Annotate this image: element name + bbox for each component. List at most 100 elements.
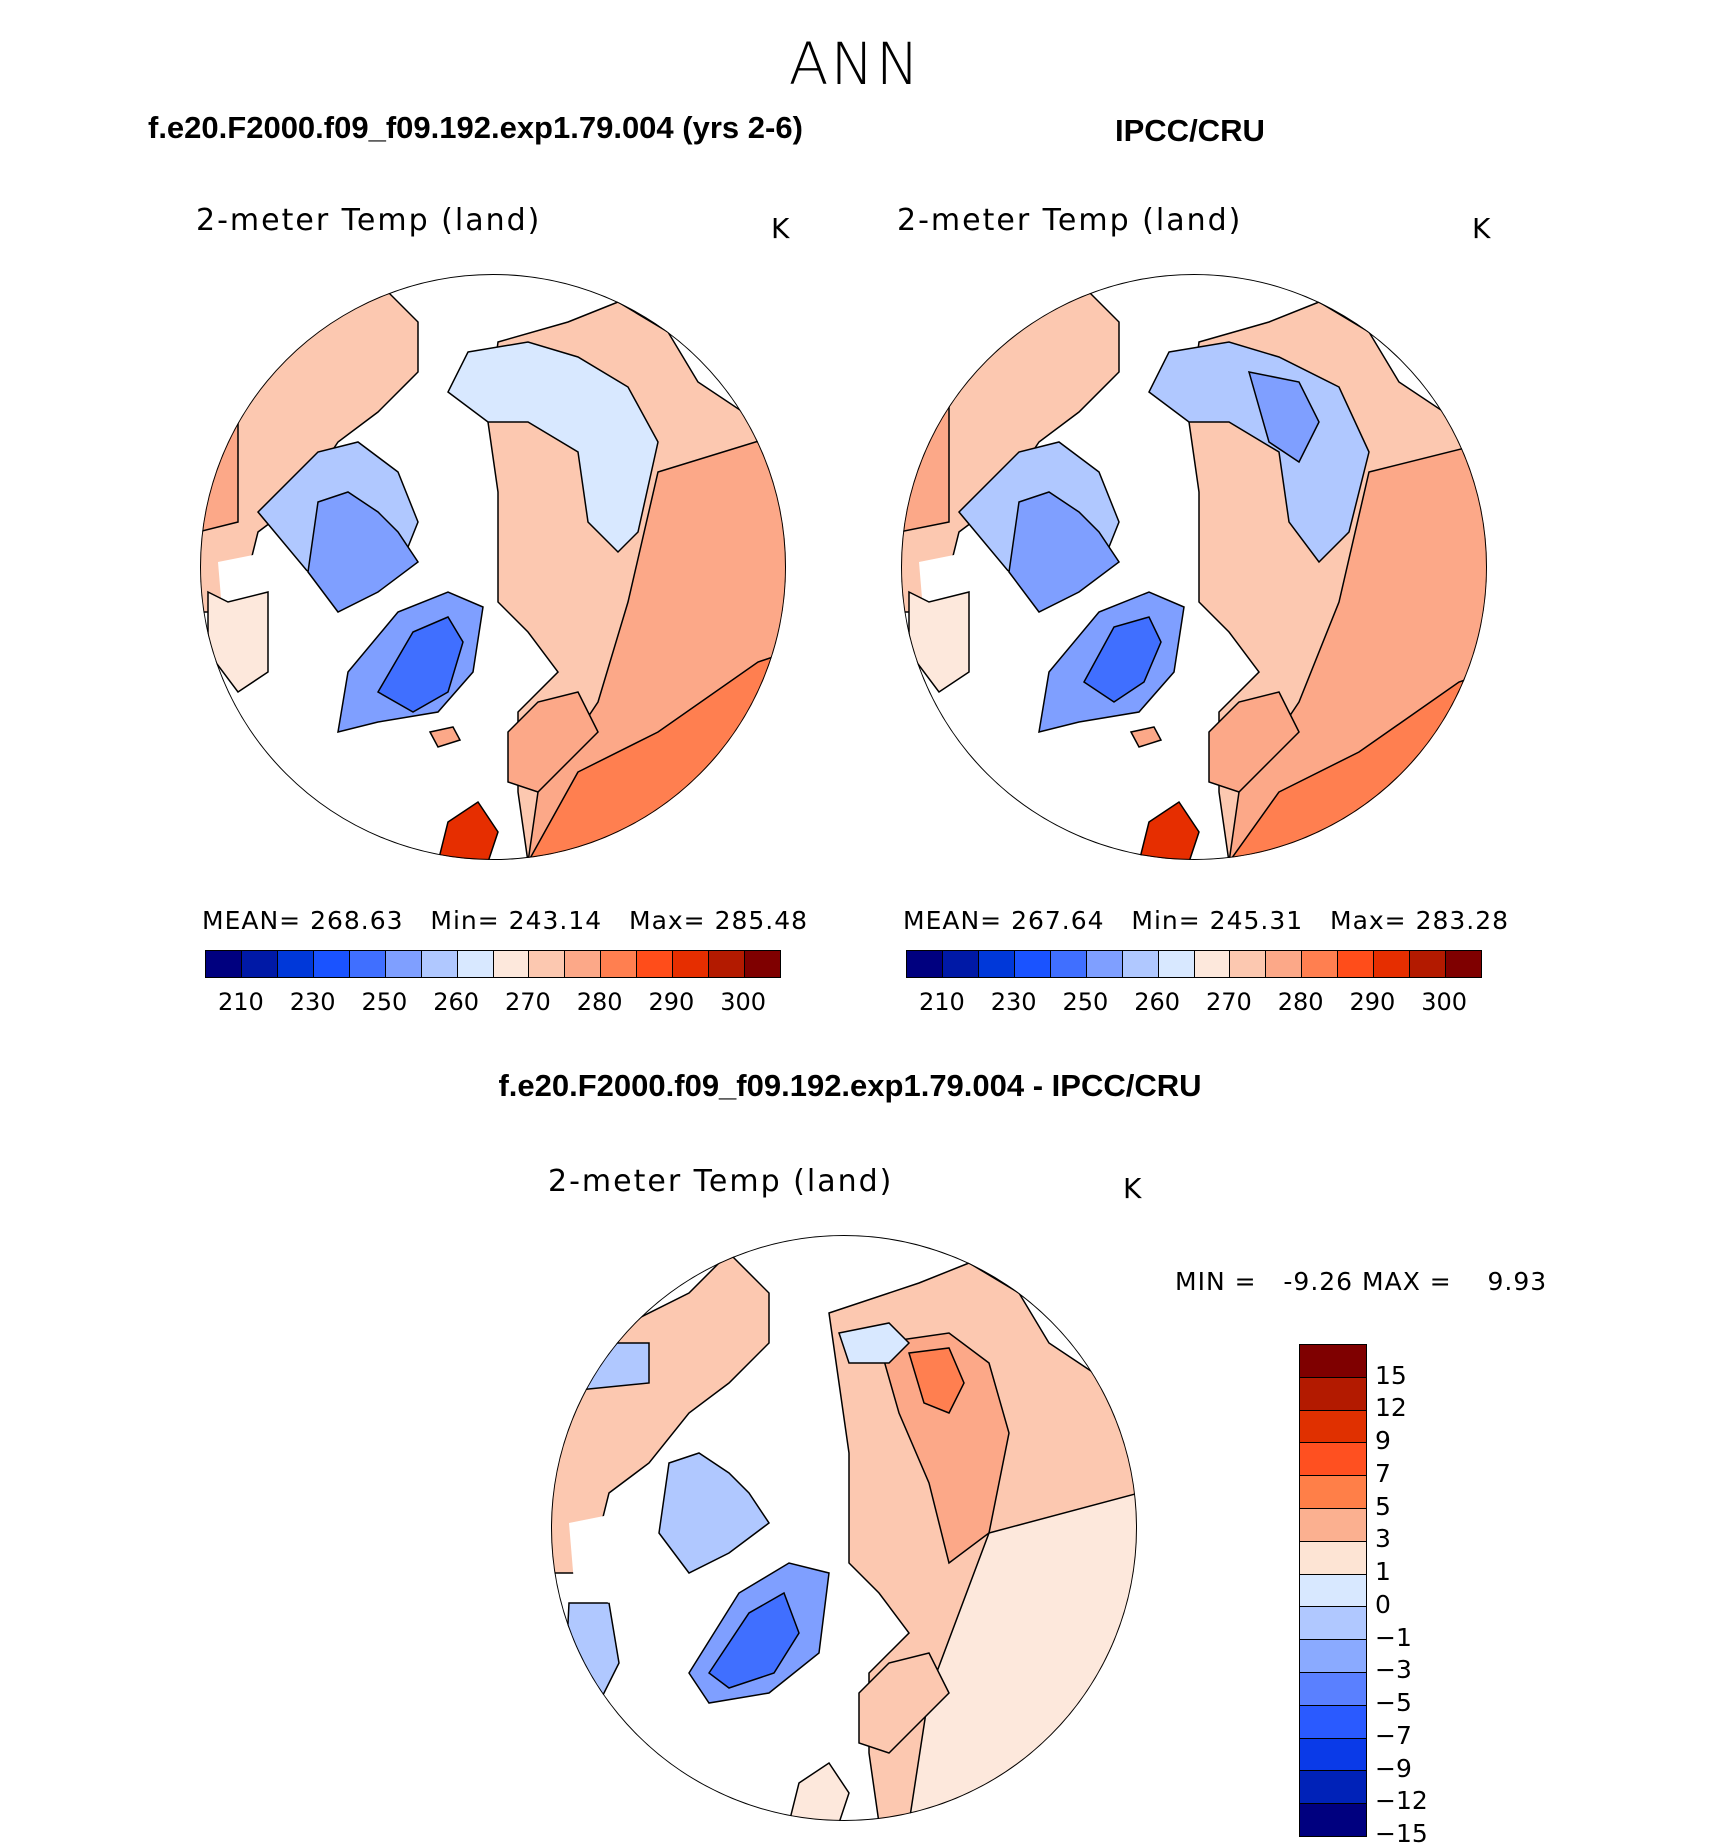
archipelago	[1008, 491, 1121, 613]
model-map	[200, 274, 786, 860]
colorbar-tick-label: −12	[1375, 1786, 1428, 1816]
colorbar-tick-label: −3	[1375, 1655, 1412, 1685]
diff-unit: K	[1123, 1172, 1142, 1205]
colorbar-swatch	[673, 951, 710, 977]
colorbar-tick-label: −1	[1375, 1622, 1412, 1652]
colorbar-swatch	[1410, 951, 1447, 977]
colorbar-tick-label: 270	[1205, 988, 1252, 1016]
colorbar-swatch	[493, 951, 530, 977]
colorbar-swatch	[1050, 951, 1087, 977]
colorbar-tick-label: 1	[1375, 1557, 1391, 1587]
colorbar-tick-label: 12	[1375, 1393, 1407, 1423]
colorbar-swatch	[1300, 1672, 1366, 1706]
colorbar-swatch	[1300, 1410, 1366, 1444]
greenland-core	[707, 1591, 800, 1689]
colorbar-swatch	[1300, 1508, 1366, 1542]
greenland-core	[376, 616, 464, 713]
colorbar-tick-label: −15	[1375, 1819, 1428, 1848]
scandinavia	[507, 691, 599, 793]
obs-map	[901, 274, 1487, 860]
obs-header: IPCC/CRU	[1115, 113, 1265, 148]
model-colorbar	[205, 950, 781, 978]
diff-colorbar	[1299, 1344, 1367, 1837]
diff-min: -9.26	[1283, 1267, 1354, 1296]
colorbar-swatch	[1230, 951, 1267, 977]
colorbar-swatch	[942, 951, 979, 977]
colorbar-tick-label: 7	[1375, 1458, 1391, 1488]
colorbar-tick-label: 3	[1375, 1524, 1391, 1554]
obs-colorbar-ticks: 210 230 250 260 270 280 290 300	[906, 988, 1480, 1018]
colorbar-tick-label: −7	[1375, 1720, 1412, 1750]
scandinavia	[858, 1652, 950, 1754]
colorbar-swatch	[1266, 951, 1303, 977]
colorbar-tick-label: 280	[576, 988, 623, 1016]
colorbar-tick-label: 230	[990, 988, 1037, 1016]
scandinavia	[1208, 691, 1300, 793]
colorbar-tick-label: 250	[1062, 988, 1109, 1016]
model-unit: K	[771, 212, 790, 245]
colorbar-swatch	[1300, 1607, 1366, 1641]
model-min: 243.14	[508, 906, 603, 935]
colorbar-swatch	[277, 951, 314, 977]
obs-min: 245.31	[1209, 906, 1304, 935]
obs-unit: K	[1472, 212, 1491, 245]
siberia-cool	[838, 1322, 911, 1364]
colorbar-tick-label: 300	[720, 988, 767, 1016]
colorbar-swatch	[565, 951, 602, 977]
colorbar-swatch	[1300, 1640, 1366, 1673]
colorbar-swatch	[1194, 951, 1231, 977]
colorbar-swatch	[1338, 951, 1375, 977]
colorbar-swatch	[1158, 951, 1195, 977]
model-header: f.e20.F2000.f09_f09.192.exp1.79.004 (yrs…	[148, 110, 803, 145]
colorbar-swatch	[385, 951, 422, 977]
colorbar-swatch	[1302, 951, 1339, 977]
colorbar-swatch	[1300, 1377, 1366, 1411]
colorbar-tick-label: −9	[1375, 1753, 1412, 1783]
colorbar-swatch	[241, 951, 278, 977]
colorbar-tick-label: 250	[361, 988, 408, 1016]
colorbar-swatch	[313, 951, 350, 977]
hudson-bay	[569, 1513, 659, 1603]
colorbar-swatch	[1300, 1804, 1366, 1836]
colorbar-swatch	[978, 951, 1015, 977]
colorbar-swatch	[1300, 1574, 1366, 1608]
diff-max: 9.93	[1487, 1267, 1548, 1296]
colorbar-swatch	[1300, 1771, 1366, 1805]
diff-colorbar-ticks: 15 12 9 7 5 3 1 0 −1 −3 −5 −7 −9 −12 −15	[1375, 1344, 1455, 1848]
colorbar-swatch	[1014, 951, 1051, 977]
colorbar-swatch	[1086, 951, 1123, 977]
colorbar-tick-label: 9	[1375, 1426, 1391, 1456]
diff-map	[551, 1235, 1137, 1821]
colorbar-swatch	[709, 951, 746, 977]
model-max: 285.48	[714, 906, 809, 935]
model-stats: MEAN= 268.63 Min= 243.14 Max= 285.48	[202, 906, 809, 935]
colorbar-swatch	[1300, 1705, 1366, 1739]
colorbar-tick-label: 0	[1375, 1589, 1391, 1619]
colorbar-swatch	[1300, 1345, 1366, 1378]
siberia-core	[1247, 371, 1320, 464]
siberia-hot	[908, 1347, 965, 1414]
obs-max: 283.28	[1415, 906, 1510, 935]
model-colorbar-ticks: 210 230 250 260 270 280 290 300	[205, 988, 779, 1018]
colorbar-swatch	[907, 951, 943, 977]
diff-stats: MIN = -9.26 MAX = 9.93	[1175, 1267, 1548, 1296]
greenland-core	[1083, 616, 1162, 703]
colorbar-swatch	[206, 951, 242, 977]
colorbar-swatch	[1300, 1443, 1366, 1477]
colorbar-tick-label: 15	[1375, 1360, 1407, 1390]
obs-colorbar	[906, 950, 1482, 978]
colorbar-tick-label: −5	[1375, 1688, 1412, 1718]
colorbar-tick-label: 260	[1134, 988, 1181, 1016]
colorbar-tick-label: 230	[289, 988, 336, 1016]
colorbar-swatch	[529, 951, 566, 977]
colorbar-swatch	[1300, 1476, 1366, 1509]
iceland	[1129, 726, 1163, 748]
colorbar-tick-label: 270	[504, 988, 551, 1016]
obs-stats: MEAN= 267.64 Min= 245.31 Max= 283.28	[903, 906, 1510, 935]
obs-panel-title: 2-meter Temp (land)	[897, 203, 1243, 238]
obs-mean: 267.64	[1011, 906, 1105, 935]
colorbar-tick-label: 290	[648, 988, 695, 1016]
siberia	[447, 341, 659, 554]
archipelago	[658, 1452, 771, 1574]
colorbar-tick-label: 280	[1277, 988, 1324, 1016]
